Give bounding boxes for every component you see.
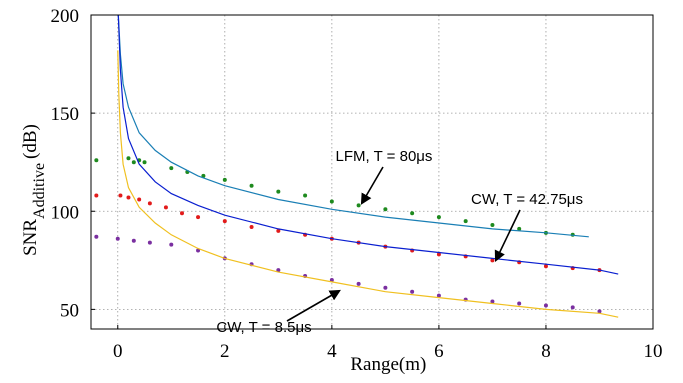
x-tick-label: 10: [644, 341, 663, 362]
fit-curve-5: [117, 50, 619, 318]
x-tick-label: 2: [220, 341, 230, 362]
data-point: [276, 228, 281, 233]
y-tick-label: 50: [60, 300, 79, 321]
data-point: [329, 199, 334, 204]
grid-lines: [91, 14, 654, 329]
annotation-cw85: CW, T = 8.5μs: [216, 319, 311, 336]
data-point: [126, 156, 131, 161]
data-point: [196, 215, 201, 220]
annotation-arrow-cw85: [286, 289, 341, 322]
x-tick-label: 8: [541, 341, 551, 362]
x-tick-label: 0: [113, 341, 123, 362]
data-point: [490, 222, 495, 227]
data-point: [517, 226, 522, 231]
data-point: [94, 193, 99, 198]
data-point: [517, 301, 522, 306]
y-tick-label: 150: [51, 104, 80, 125]
data-point: [222, 177, 227, 182]
fit-curve-3: [117, 15, 589, 238]
annotation-lfm: LFM, T = 80μs: [336, 148, 433, 165]
data-point: [115, 236, 120, 241]
x-tick-label: 6: [434, 341, 444, 362]
data-point: [179, 211, 184, 216]
y-axis-label-main: SNR: [20, 219, 41, 256]
plot-frame: [90, 14, 654, 330]
tick-labels: 0 2 4 6 8 10 50 100 150 200: [51, 6, 663, 362]
y-tick-label: 100: [51, 202, 80, 223]
data-point: [570, 305, 575, 310]
annotation-arrow-cw42: [494, 209, 521, 263]
y-axis-label-subscript: Additive: [31, 163, 48, 219]
data-point: [142, 160, 147, 165]
data-point: [436, 252, 441, 257]
data-point: [147, 240, 152, 245]
data-point: [249, 183, 254, 188]
data-point: [94, 158, 99, 163]
data-point: [356, 203, 361, 208]
data-point: [383, 285, 388, 290]
data-point: [436, 215, 441, 220]
data-point: [118, 193, 123, 198]
data-point: [169, 166, 174, 171]
fit-curve-4: [117, 15, 619, 275]
y-axis-label: SNRAdditive (dB): [20, 124, 48, 256]
x-tick-label: 4: [327, 341, 337, 362]
data-point: [410, 211, 415, 216]
data-point: [463, 219, 468, 224]
data-point: [137, 197, 142, 202]
y-tick-label: 200: [51, 6, 80, 27]
data-point: [436, 293, 441, 298]
data-point: [543, 303, 548, 308]
data-point: [543, 264, 548, 269]
data-point: [490, 258, 495, 263]
data-point: [126, 195, 131, 200]
annotations: LFM, T = 80μs CW, T = 42.75μs CW, T = 8.5μ…: [216, 148, 583, 336]
annotation-arrow-lfm: [360, 166, 384, 205]
data-point: [147, 201, 152, 206]
data-point: [303, 193, 308, 198]
annotation-cw42: CW, T = 42.75μs: [471, 191, 583, 208]
data-layer: [94, 15, 619, 318]
data-point: [383, 207, 388, 212]
data-point: [131, 160, 136, 165]
data-point: [163, 205, 168, 210]
data-point: [276, 268, 281, 273]
data-point: [597, 309, 602, 314]
data-point: [490, 299, 495, 304]
data-point: [222, 219, 227, 224]
x-axis-label: Range(m): [350, 354, 426, 375]
data-point: [329, 277, 334, 282]
data-point: [356, 281, 361, 286]
data-point: [169, 242, 174, 247]
data-point: [249, 224, 254, 229]
data-point: [94, 234, 99, 239]
data-point: [131, 238, 136, 243]
data-point: [410, 289, 415, 294]
y-axis-label-unit: (dB): [20, 124, 41, 159]
point-series-2: [94, 234, 602, 314]
data-point: [276, 189, 281, 194]
